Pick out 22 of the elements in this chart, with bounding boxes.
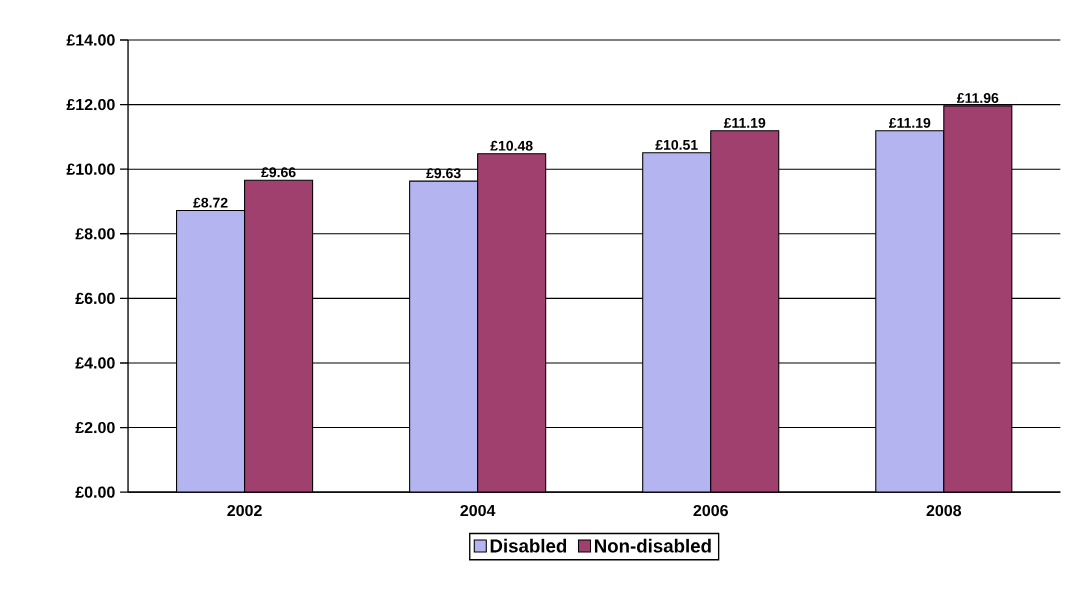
y-tick-label: £0.00 bbox=[75, 486, 115, 498]
y-tick-label: £12.00 bbox=[66, 98, 115, 111]
legend-label: Non-disabled bbox=[594, 538, 711, 553]
x-tick-label: 2006 bbox=[693, 504, 728, 517]
data-label: £11.96 bbox=[956, 92, 999, 103]
x-tick-label: 2008 bbox=[926, 504, 962, 517]
y-tick-label: £8.00 bbox=[75, 228, 115, 240]
data-label: £11.19 bbox=[888, 117, 931, 128]
y-tick-label: £10.00 bbox=[66, 163, 115, 175]
y-tick-label: £4.00 bbox=[75, 357, 115, 369]
y-tick-label: £6.00 bbox=[75, 292, 115, 304]
data-label: £8.72 bbox=[193, 197, 228, 208]
x-tick-label: 2002 bbox=[227, 504, 262, 517]
y-tick-label: £2.00 bbox=[75, 421, 115, 434]
data-label: £9.63 bbox=[426, 168, 461, 179]
x-tick-label: 2004 bbox=[460, 504, 496, 517]
data-label: £10.48 bbox=[490, 140, 533, 151]
y-tick-label: £14.00 bbox=[66, 34, 115, 46]
data-label: £10.51 bbox=[655, 139, 698, 150]
legend-label: Disabled bbox=[490, 538, 567, 553]
data-label: £11.19 bbox=[723, 117, 766, 128]
data-label: £9.66 bbox=[261, 167, 296, 178]
